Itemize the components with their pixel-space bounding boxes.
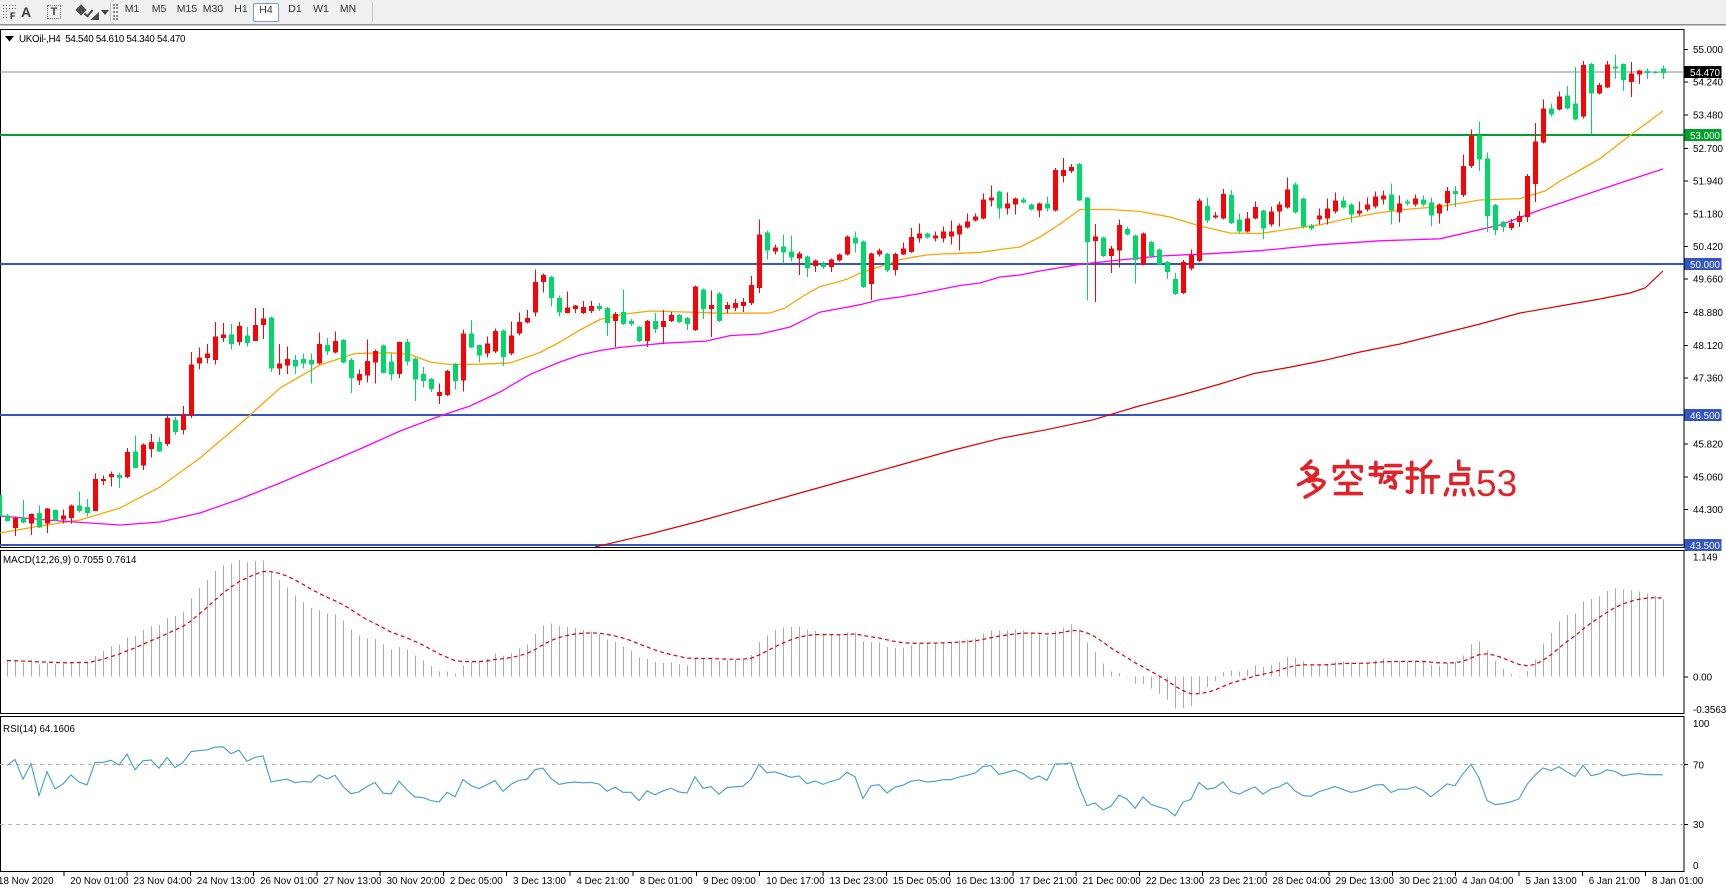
svg-text:0.00: 0.00 [1693, 672, 1713, 683]
svg-text:23 Nov 04:00: 23 Nov 04:00 [134, 876, 193, 887]
svg-text:16 Dec 13:00: 16 Dec 13:00 [956, 876, 1015, 887]
svg-text:8 Dec 01:00: 8 Dec 01:00 [640, 876, 693, 887]
svg-text:50.420: 50.420 [1693, 242, 1724, 253]
svg-text:30: 30 [1693, 820, 1704, 831]
svg-text:-0.3563: -0.3563 [1693, 705, 1726, 716]
svg-text:15 Dec 05:00: 15 Dec 05:00 [893, 876, 952, 887]
svg-text:10 Dec 17:00: 10 Dec 17:00 [766, 876, 825, 887]
svg-text:22 Dec 13:00: 22 Dec 13:00 [1146, 876, 1205, 887]
svg-text:4 Jan 04:00: 4 Jan 04:00 [1462, 876, 1514, 887]
svg-text:0: 0 [1693, 861, 1699, 872]
svg-text:3 Dec 13:00: 3 Dec 13:00 [513, 876, 566, 887]
svg-text:4 Dec 21:00: 4 Dec 21:00 [576, 876, 629, 887]
svg-text:26 Nov 01:00: 26 Nov 01:00 [260, 876, 319, 887]
svg-text:55.000: 55.000 [1693, 45, 1724, 56]
svg-text:54.470: 54.470 [1690, 68, 1721, 79]
svg-text:48.880: 48.880 [1693, 308, 1724, 319]
svg-text:5 Jan 13:00: 5 Jan 13:00 [1525, 876, 1577, 887]
svg-text:30 Dec 21:00: 30 Dec 21:00 [1399, 876, 1458, 887]
svg-text:RSI(14) 64.1606: RSI(14) 64.1606 [3, 724, 75, 735]
svg-text:53: 53 [1476, 463, 1517, 504]
svg-text:18 Nov 2020: 18 Nov 2020 [0, 876, 54, 887]
svg-text:70: 70 [1693, 761, 1704, 772]
svg-text:8 Jan 01:00: 8 Jan 01:00 [1652, 876, 1704, 887]
svg-text:49.660: 49.660 [1693, 275, 1724, 286]
svg-text:1.149: 1.149 [1693, 553, 1718, 564]
svg-text:53.480: 53.480 [1693, 110, 1724, 121]
svg-text:13 Dec 23:00: 13 Dec 23:00 [830, 876, 889, 887]
svg-text:9 Dec 09:00: 9 Dec 09:00 [703, 876, 756, 887]
svg-text:48.120: 48.120 [1693, 341, 1724, 352]
svg-text:24 Nov 13:00: 24 Nov 13:00 [197, 876, 256, 887]
svg-text:UKOil-,H4 54.540 54.610 54.34: UKOil-,H4 54.540 54.610 54.340 54.470 [19, 34, 186, 45]
svg-text:30 Nov 20:00: 30 Nov 20:00 [387, 876, 446, 887]
svg-text:28 Dec 04:00: 28 Dec 04:00 [1272, 876, 1331, 887]
svg-text:53.000: 53.000 [1690, 131, 1721, 142]
svg-text:23 Dec 21:00: 23 Dec 21:00 [1209, 876, 1268, 887]
svg-text:27 Nov 13:00: 27 Nov 13:00 [323, 876, 382, 887]
svg-text:50.000: 50.000 [1690, 260, 1721, 271]
svg-text:17 Dec 21:00: 17 Dec 21:00 [1019, 876, 1078, 887]
svg-text:44.300: 44.300 [1693, 505, 1724, 516]
svg-text:MACD(12,26,9) 0.7055 0.7614: MACD(12,26,9) 0.7055 0.7614 [3, 555, 137, 566]
svg-text:45.820: 45.820 [1693, 440, 1724, 451]
svg-text:29 Dec 13:00: 29 Dec 13:00 [1336, 876, 1395, 887]
svg-text:51.940: 51.940 [1693, 177, 1724, 188]
svg-text:2 Dec 05:00: 2 Dec 05:00 [450, 876, 503, 887]
svg-text:47.360: 47.360 [1693, 374, 1724, 385]
svg-text:51.180: 51.180 [1693, 209, 1724, 220]
svg-text:54.240: 54.240 [1693, 78, 1724, 89]
svg-text:45.060: 45.060 [1693, 472, 1724, 483]
svg-text:52.700: 52.700 [1693, 144, 1724, 155]
svg-text:21 Dec 00:00: 21 Dec 00:00 [1083, 876, 1142, 887]
svg-text:6 Jan 21:00: 6 Jan 21:00 [1589, 876, 1641, 887]
svg-text:43.500: 43.500 [1690, 541, 1721, 552]
svg-text:20 Nov 01:00: 20 Nov 01:00 [70, 876, 129, 887]
svg-text:46.500: 46.500 [1690, 411, 1721, 422]
svg-text:100: 100 [1693, 719, 1710, 730]
